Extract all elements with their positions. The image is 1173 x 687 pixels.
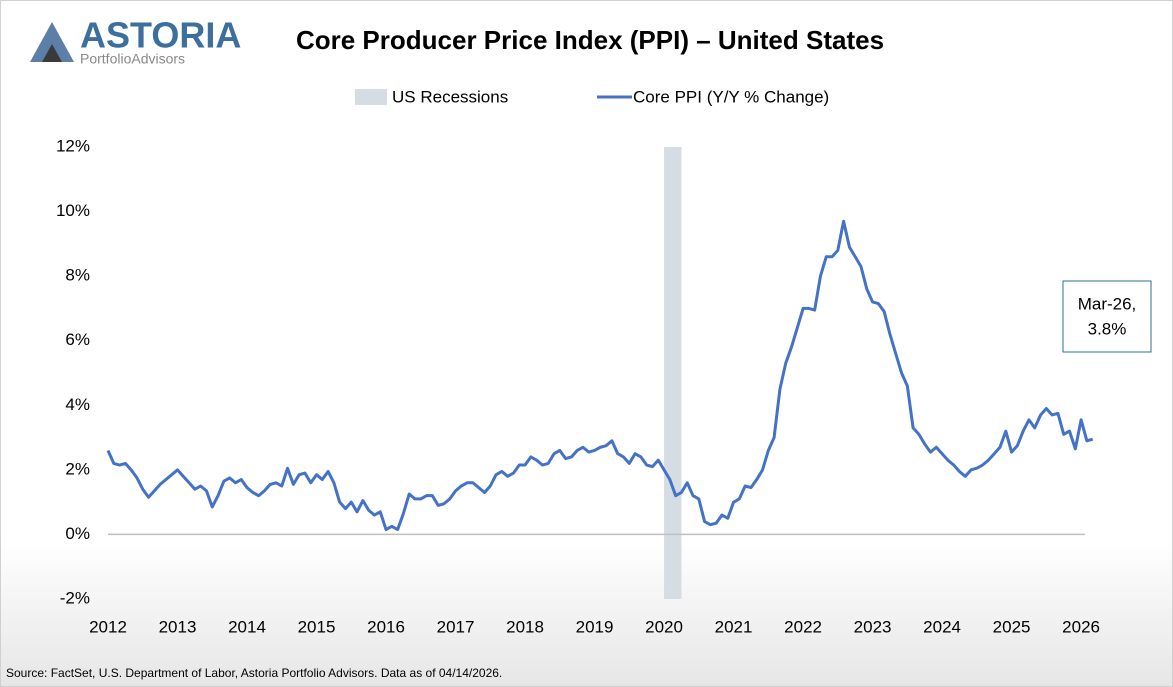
x-tick-label: 2022 xyxy=(784,617,822,636)
y-tick-label: 2% xyxy=(65,459,90,478)
logo-name: ASTORIA xyxy=(80,15,241,56)
logo-icon-inner xyxy=(42,44,62,62)
x-tick-label: 2019 xyxy=(576,617,614,636)
legend-label: US Recessions xyxy=(392,87,508,106)
x-tick-label: 2013 xyxy=(159,617,197,636)
x-tick-label: 2024 xyxy=(923,617,961,636)
recession-band xyxy=(664,147,682,599)
x-tick-label: 2015 xyxy=(298,617,336,636)
logo: ASTORIA PortfolioAdvisors xyxy=(30,15,241,67)
x-tick-label: 2012 xyxy=(89,617,127,636)
logo-tagline: PortfolioAdvisors xyxy=(80,51,185,67)
chart-title: Core Producer Price Index (PPI) – United… xyxy=(296,25,884,55)
annotation-text: 3.8% xyxy=(1088,319,1127,338)
y-tick-label: 10% xyxy=(56,201,90,220)
y-tick-label: 8% xyxy=(65,266,90,285)
series-line xyxy=(106,219,1094,532)
source: Source: FactSet, U.S. Department of Labo… xyxy=(6,666,502,680)
legend-label: Core PPI (Y/Y % Change) xyxy=(633,87,829,106)
x-tick-label: 2020 xyxy=(645,617,683,636)
x-tick-label: 2023 xyxy=(854,617,892,636)
y-tick-label: 4% xyxy=(65,395,90,414)
x-tick-label: 2021 xyxy=(715,617,753,636)
y-tick-label: 6% xyxy=(65,330,90,349)
y-tick-label: -2% xyxy=(60,588,90,607)
x-tick-label: 2014 xyxy=(228,617,266,636)
logo-icon xyxy=(30,22,74,62)
y-tick-label: 0% xyxy=(65,524,90,543)
x-tick-label: 2016 xyxy=(367,617,405,636)
legend-swatch xyxy=(355,89,387,105)
background-fade xyxy=(0,540,1173,687)
x-tick-label: 2026 xyxy=(1062,617,1100,636)
x-tick-label: 2018 xyxy=(506,617,544,636)
annotation-text: Mar-26, xyxy=(1078,294,1137,313)
x-tick-label: 2025 xyxy=(993,617,1031,636)
annotation-box xyxy=(1062,280,1152,353)
y-tick-label: 12% xyxy=(56,136,90,155)
x-tick-label: 2017 xyxy=(437,617,475,636)
